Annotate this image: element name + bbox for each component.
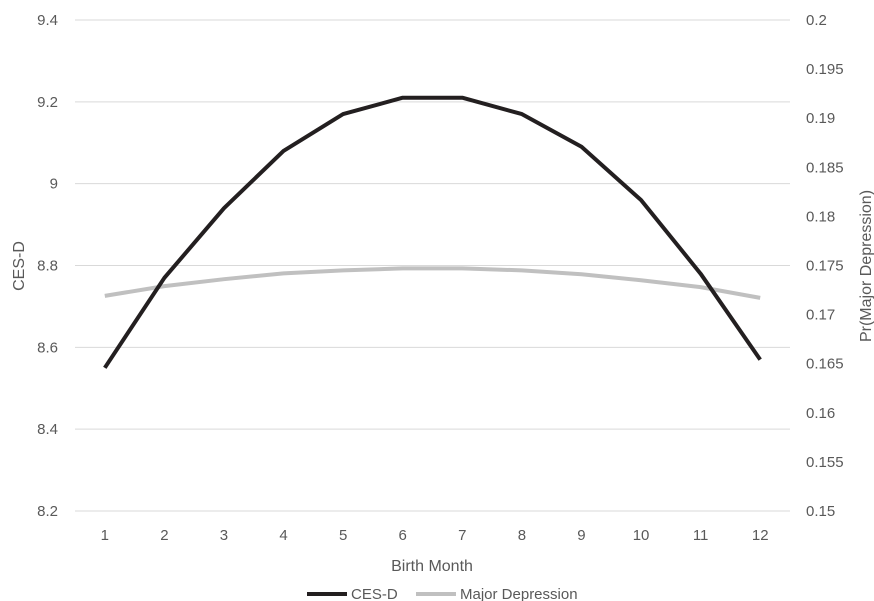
y2-tick-label: 0.185 (806, 159, 844, 176)
y2-tick-label: 0.16 (806, 405, 835, 422)
x-axis-ticks: 1 2 3 4 5 6 7 8 9 10 11 12 (101, 527, 769, 544)
y-tick-label: 9 (50, 176, 58, 193)
series-line-major-depression (104, 266, 761, 300)
y-tick-label: 8.2 (37, 503, 58, 520)
y-tick-label: 8.8 (37, 258, 58, 275)
x-tick-label: 10 (633, 527, 650, 544)
x-tick-label: 2 (160, 527, 168, 544)
y2-tick-label: 0.195 (806, 61, 844, 78)
y2-tick-label: 0.18 (806, 208, 835, 225)
y-axis-right-ticks: 0.15 0.155 0.16 0.165 0.17 0.175 0.18 0.185 0.19… (806, 12, 844, 520)
series-line-ces-d (103, 95, 762, 369)
x-tick-label: 7 (458, 527, 466, 544)
x-tick-label: 8 (518, 527, 526, 544)
y-tick-label: 9.4 (37, 12, 58, 29)
y-tick-label: 8.6 (37, 339, 58, 356)
y2-tick-label: 0.15 (806, 503, 835, 520)
y-axis-right-title: Pr(Major Depression) (858, 190, 874, 342)
y-axis-left-ticks: 8.2 8.4 8.6 8.8 9 9.2 9.4 (37, 12, 58, 520)
x-tick-label: 6 (399, 527, 407, 544)
y2-tick-label: 0.17 (806, 307, 835, 324)
x-tick-label: 11 (693, 527, 709, 544)
y2-tick-label: 0.19 (806, 110, 835, 127)
y-axis-left-title: CES-D (11, 241, 28, 291)
y-tick-label: 9.2 (37, 94, 58, 111)
y-tick-label: 8.4 (37, 421, 58, 438)
x-tick-label: 5 (339, 527, 347, 544)
x-tick-label: 3 (220, 527, 228, 544)
x-tick-label: 9 (577, 527, 585, 544)
y2-tick-label: 0.165 (806, 356, 844, 373)
y2-tick-label: 0.2 (806, 12, 827, 29)
x-axis-title: Birth Month (391, 558, 473, 575)
legend: CES-D Major Depression (307, 586, 578, 601)
x-tick-label: 12 (752, 527, 769, 544)
legend-label-ces-d: CES-D (351, 586, 398, 601)
series-lines (103, 95, 762, 369)
legend-label-major-depression: Major Depression (460, 586, 578, 601)
y2-tick-label: 0.155 (806, 454, 844, 471)
x-tick-label: 4 (279, 527, 287, 544)
x-tick-label: 1 (101, 527, 109, 544)
gridlines (75, 19, 790, 512)
y2-tick-label: 0.175 (806, 258, 844, 275)
